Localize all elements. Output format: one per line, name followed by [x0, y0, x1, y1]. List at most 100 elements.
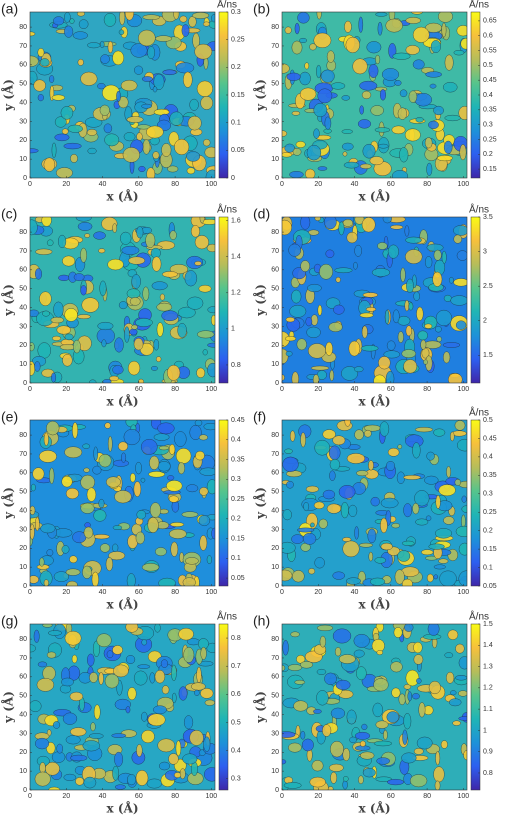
contour-field	[30, 624, 215, 790]
texture-blob	[364, 429, 372, 438]
texture-blob	[186, 151, 201, 162]
texture-blob	[392, 52, 411, 60]
texture-blob	[64, 630, 82, 646]
texture-blob	[199, 487, 209, 496]
texture-blob	[157, 461, 171, 472]
texture-blob	[105, 476, 121, 488]
texture-blob	[373, 678, 389, 692]
texture-blob	[93, 534, 110, 540]
texture-blob	[374, 557, 386, 564]
y-tick-label: 10	[19, 361, 27, 368]
texture-blob	[167, 165, 179, 173]
texture-blob	[199, 217, 205, 224]
texture-blob	[285, 336, 297, 342]
texture-blob	[187, 115, 202, 131]
texture-blob	[204, 699, 215, 706]
y-tick-label: 40	[271, 711, 279, 718]
colorbar-tick-label: 1.2	[231, 290, 241, 297]
texture-blob	[447, 629, 459, 640]
texture-blob	[43, 432, 49, 446]
texture-blob	[415, 117, 424, 123]
colorbar-tick-label: 1.1	[483, 706, 493, 713]
colorbar-tick-label: 0.15	[231, 535, 245, 542]
texture-blob	[433, 249, 442, 261]
texture-blob	[181, 511, 199, 518]
texture-blob	[167, 475, 175, 481]
x-tick-label: 80	[171, 793, 179, 800]
texture-blob	[403, 359, 418, 374]
texture-blob	[90, 722, 96, 732]
texture-blob	[93, 640, 100, 657]
texture-blob	[199, 467, 215, 476]
y-axis-title: y (Å)	[1, 487, 16, 520]
texture-blob	[403, 475, 421, 480]
y-tick-label: 60	[271, 267, 279, 274]
texture-blob	[136, 226, 144, 239]
texture-blob	[342, 540, 360, 558]
texture-blob	[443, 82, 458, 93]
texture-blob	[81, 297, 100, 313]
texture-blob	[317, 166, 328, 171]
texture-blob	[425, 515, 432, 522]
texture-blob	[435, 309, 452, 327]
colorbar-tick-label: 0.1	[231, 120, 241, 127]
texture-blob	[159, 761, 170, 771]
texture-blob	[40, 523, 56, 534]
texture-blob	[140, 477, 146, 483]
contour-field	[282, 624, 467, 790]
texture-blob	[286, 72, 301, 81]
panel-label: (e)	[1, 409, 18, 425]
y-tick-label: 70	[271, 451, 279, 458]
texture-blob	[168, 495, 179, 503]
texture-blob	[141, 103, 152, 109]
texture-blob	[393, 627, 403, 638]
texture-blob	[70, 754, 88, 762]
texture-blob	[375, 776, 392, 782]
y-tick-label: 70	[19, 43, 27, 50]
texture-blob	[458, 656, 467, 670]
texture-blob	[311, 760, 324, 772]
texture-blob	[455, 643, 465, 654]
colorbar-tick-label: 1	[483, 727, 487, 734]
texture-blob	[300, 217, 311, 230]
colorbar-tick-label: 0.15	[483, 546, 497, 553]
texture-blob	[291, 534, 304, 544]
texture-blob	[288, 742, 302, 753]
y-tick-label: 20	[271, 545, 279, 552]
texture-blob	[304, 62, 310, 70]
texture-blob	[155, 547, 167, 557]
panel-label: (b)	[253, 1, 270, 17]
colorbar-tick-label: 0.45	[231, 417, 245, 424]
panel: 0 20 40 60 80 100 0 10 20 30 40 50 60 70 80 x (Å) y (Å) (…	[1, 0, 245, 204]
texture-blob	[203, 423, 215, 431]
texture-blob	[175, 62, 195, 74]
texture-blob	[354, 526, 359, 540]
texture-blob	[381, 68, 399, 81]
texture-blob	[310, 365, 330, 371]
texture-blob	[365, 307, 377, 312]
texture-blob	[368, 63, 379, 78]
y-tick-label: 70	[19, 655, 27, 662]
texture-blob	[169, 230, 177, 240]
texture-blob	[175, 740, 182, 757]
texture-blob	[397, 444, 403, 450]
texture-blob	[186, 484, 199, 493]
texture-blob	[106, 650, 114, 659]
colorbar-tick-label: 0.15	[483, 166, 497, 173]
colorbar-tick-label: 1.2	[483, 685, 493, 692]
texture-blob	[284, 448, 293, 454]
texture-blob	[207, 362, 215, 378]
colorbar-tick-label: 2	[483, 318, 487, 325]
texture-blob	[282, 665, 286, 671]
texture-blob	[282, 152, 293, 158]
texture-blob	[453, 278, 467, 287]
x-tick-label: 20	[62, 181, 70, 188]
plot-frame	[29, 216, 216, 384]
texture-blob	[380, 542, 393, 551]
texture-blob	[42, 624, 53, 628]
texture-blob	[112, 459, 129, 467]
texture-blob	[32, 467, 45, 481]
plot-frame	[281, 216, 468, 384]
texture-blob	[62, 712, 78, 725]
